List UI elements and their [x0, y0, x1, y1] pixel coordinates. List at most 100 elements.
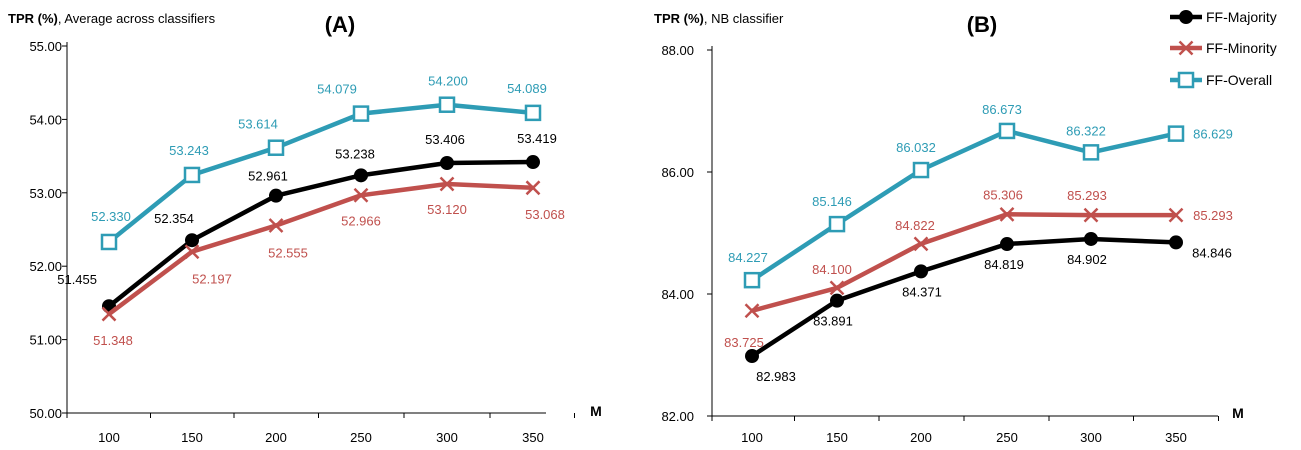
panel-a-ff-minority-point-stroke-2	[439, 176, 455, 192]
panel-a-y-tick-label: 55.00	[29, 39, 62, 54]
panel-a-ff-majority-point	[526, 155, 540, 170]
panel-b-series-ff-majority: 82.983 83.891 84.371 84.819 84.902 84.846	[745, 231, 1232, 384]
panel-a-ff-overall-line	[107, 102, 534, 244]
panel-b-y-tick-label: 84.00	[661, 287, 694, 302]
legend-swatch-marker-stroke-2	[1178, 40, 1194, 56]
panel-a-ff-majority-data-label: 52.354	[154, 211, 194, 226]
panel-b-ff-overall-data-label: 86.322	[1066, 123, 1106, 138]
panel-b-ff-overall-point	[1167, 125, 1185, 142]
panel-b-y-axis-label-bold: TPR (%)	[654, 11, 704, 26]
panel-a-ff-overall-point	[267, 139, 285, 156]
panel-b-ff-minority-point	[744, 303, 760, 319]
panel-b-ff-majority-data-label: 82.983	[756, 369, 796, 384]
panel-a-ff-minority-data-label: 52.197	[192, 272, 232, 287]
panel-b-ff-majority-data-label: 84.902	[1067, 252, 1107, 267]
panel-b-ff-majority-point	[745, 349, 759, 364]
panel-b-ff-minority-point	[1083, 207, 1099, 223]
panel-a-ff-minority-data-label: 52.555	[268, 245, 308, 260]
panel-b-x-tick-label: 100	[741, 430, 763, 445]
panel-a-series-ff-minority: 51.348 52.197 52.555 52.966 53.120 53.068	[93, 176, 565, 348]
panel-b-ff-minority-point-stroke-2	[999, 206, 1015, 222]
panel-b-title: (B)	[967, 12, 998, 37]
panel-a-ff-minority-point	[184, 244, 200, 260]
panel-b-x-tick-label: 250	[996, 430, 1018, 445]
legend-label: FF-Majority	[1206, 9, 1277, 25]
panel-a-x-tick-label: 300	[436, 430, 458, 445]
panel-a-ff-minority-point	[525, 180, 541, 196]
panel-a-ff-minority-point-stroke-2	[101, 306, 117, 322]
panel-a-x-tick-label: 350	[522, 430, 544, 445]
panel-a-ff-minority-point-stroke-2	[525, 180, 541, 196]
panel-a-title: (A)	[325, 12, 356, 37]
panel-b-ff-majority-data-label: 83.891	[813, 314, 853, 329]
panel-a-y-tick-label: 52.00	[29, 259, 62, 274]
panel-b-y-tick-label: 86.00	[661, 165, 694, 180]
panel-a-ff-minority-data-label: 53.120	[427, 202, 467, 217]
panel-a-ff-minority-data-label: 51.348	[93, 333, 133, 348]
panel-b-x-axis-title: M	[1232, 405, 1244, 421]
panel-a-ff-minority-point	[439, 176, 455, 192]
panel-b-ff-majority-point	[914, 264, 928, 279]
panel-b-ff-majority-data-label: 84.819	[984, 257, 1024, 272]
panel-b-ff-minority-point	[999, 206, 1015, 222]
panel-a-ff-majority-point	[269, 188, 283, 203]
panel-b-ff-majority-point	[1000, 237, 1014, 252]
panel-a-x-tick-label: 200	[265, 430, 287, 445]
panel-a-ff-majority-line	[107, 159, 534, 308]
panel-a-ff-minority-data-label: 52.966	[341, 213, 381, 228]
panel-b-ff-overall-point	[743, 271, 761, 289]
panel-a-ff-overall-point	[352, 105, 370, 122]
panel-b-x-tick-label: 350	[1165, 430, 1187, 445]
panel-b-ff-overall-point	[998, 122, 1016, 140]
panel-b-ff-overall-line	[750, 128, 1177, 283]
legend-entry-ff-majority: FF-Majority	[1170, 9, 1277, 25]
panel-a-y-axis-label: TPR (%), Average across classifiers	[8, 11, 216, 26]
panel-a-x-tick-label: 150	[181, 430, 203, 445]
panel-a-y-tick-label: 51.00	[29, 333, 62, 348]
panel-b-y-axis-label: TPR (%), NB classifier	[654, 11, 784, 26]
panel-a-series-ff-majority: 51.455 52.354 52.961 53.238 53.406 53.419	[57, 131, 557, 314]
panel-a-ff-minority-line	[107, 181, 534, 316]
panel-a-y-axis-label-bold: TPR (%)	[8, 11, 58, 26]
panel-a-series-ff-overall: 52.330 53.243 53.614 54.079 54.200 54.089	[91, 74, 547, 251]
panel-a-ff-majority-data-label: 53.419	[517, 131, 557, 146]
panel-b-ff-minority-point-stroke-2	[1168, 207, 1184, 223]
panel-a-ff-majority-data-label: 51.455	[57, 272, 97, 287]
panel-b-ff-majority-line	[750, 236, 1177, 358]
panel-b-x-tick-label: 200	[910, 430, 932, 445]
panel-b-y-tick-label: 82.00	[661, 409, 694, 424]
panel-a-ff-overall-point	[183, 166, 201, 184]
panel-a-x-axis-title: M	[590, 403, 602, 419]
panel-a-y-tick-label: 53.00	[29, 186, 62, 201]
panel-b-ff-majority-point	[1169, 235, 1183, 250]
panel-a-ff-overall-point	[524, 104, 542, 122]
panel-b-ff-overall-point	[828, 215, 846, 233]
panel-a-ff-overall-point	[438, 96, 456, 113]
panel-a-ff-overall-data-label: 54.089	[507, 81, 547, 96]
panel-b-ff-minority-line	[751, 212, 1176, 313]
panel-b-x-tick-label: 150	[826, 430, 848, 445]
panel-b-series-ff-minority: 83.725 84.100 84.822 85.306 85.293 85.293	[724, 187, 1233, 349]
legend-swatch-marker	[1178, 40, 1194, 56]
panel-b-ff-overall-point	[1082, 144, 1100, 161]
panel-a-ff-overall-data-label: 52.330	[91, 209, 131, 224]
panel-b-chart: (B) TPR (%), NB classifier M 82.00 84.00 8…	[654, 11, 1244, 445]
panel-b-ff-majority-point	[1084, 231, 1098, 246]
panel-a-y-tick-label: 50.00	[29, 406, 62, 421]
panel-a-ff-majority-data-label: 53.238	[335, 146, 375, 161]
legend-swatch-marker	[1177, 71, 1195, 89]
legend-swatch-marker	[1179, 10, 1193, 24]
panel-a-ff-minority-data-label: 53.068	[525, 207, 565, 222]
panel-b-ff-overall-data-label: 86.673	[982, 102, 1022, 117]
panel-b-ff-overall-data-label: 86.032	[896, 140, 936, 155]
panel-b-ff-minority-data-label: 85.293	[1193, 208, 1233, 223]
panel-b-y-axis-label-rest: , NB classifier	[704, 11, 784, 26]
panel-b-ff-minority-data-label: 84.822	[895, 218, 935, 233]
panel-a-ff-minority-point	[353, 187, 369, 203]
panel-a-ff-minority-point-stroke-2	[184, 244, 200, 260]
panel-b-ff-minority-point-stroke-2	[829, 280, 845, 296]
panel-a-ff-overall-data-label: 53.243	[169, 143, 209, 158]
legend-entry-ff-overall: FF-Overall	[1170, 71, 1272, 89]
chart-legend: FF-Majority FF-Minority FF-Overall	[1170, 9, 1277, 89]
legend-entry-ff-minority: FF-Minority	[1170, 40, 1277, 56]
